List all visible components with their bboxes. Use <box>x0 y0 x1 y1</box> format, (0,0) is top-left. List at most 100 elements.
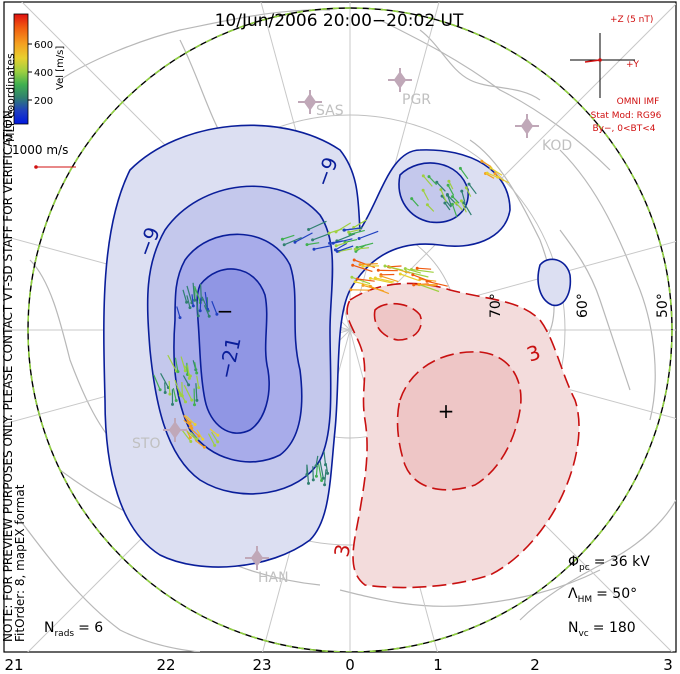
velocity-vector <box>375 277 395 283</box>
velocity-vector-origin <box>307 228 311 231</box>
velocity-vector <box>344 227 361 231</box>
velocity-vector <box>196 375 200 388</box>
velocity-vector <box>200 283 202 300</box>
velocity-vector-origin <box>350 275 354 279</box>
negative-potential-cell <box>103 125 571 567</box>
station-label-sto: STO <box>132 436 160 452</box>
velocity-vector <box>351 276 371 285</box>
velocity-vector-origin <box>314 474 318 478</box>
velocity-vector-origin <box>480 159 484 163</box>
velocity-vector <box>324 469 327 485</box>
velocity-vector <box>380 275 399 283</box>
velocity-vector <box>465 187 472 197</box>
velocity-vector-origin <box>353 247 357 251</box>
velocity-vector-origin <box>188 436 192 440</box>
velocity-vector-origin <box>207 314 211 318</box>
velocity-vector-origin <box>342 228 346 232</box>
velocity-vector-origin <box>178 393 182 397</box>
mlt-label-1: 1 <box>433 656 443 674</box>
velocity-vector-origin <box>335 249 339 253</box>
color-bar-tick-600: 600 <box>34 40 53 51</box>
velocity-vector-origin <box>320 479 324 482</box>
velocity-vector <box>186 431 197 440</box>
velocity-vector-origin <box>460 189 464 193</box>
imf-model: Stat Mod: RG96 <box>591 111 662 121</box>
velocity-vector <box>441 195 452 208</box>
velocity-vector-origin <box>176 370 180 374</box>
velocity-vector-origin <box>280 237 284 241</box>
color-bar-tick-400: 400 <box>34 68 53 79</box>
velocity-vector <box>313 245 332 250</box>
velocity-vector <box>199 297 202 311</box>
velocity-vector-origin <box>446 193 449 197</box>
velocity-vector <box>348 228 362 233</box>
potential-max-marker: + <box>438 399 455 423</box>
velocity-vector <box>183 384 193 401</box>
velocity-vector-origin <box>376 268 380 272</box>
velocity-vector-origin <box>451 195 454 199</box>
velocity-vector <box>358 230 379 240</box>
velocity-vector-origin <box>183 369 187 373</box>
velocity-vector-origin <box>368 276 372 280</box>
station-label-sas: SAS <box>316 103 344 119</box>
velocity-vector-origin <box>450 202 454 206</box>
velocity-vector-origin <box>187 383 191 387</box>
velocity-vector-origin <box>358 263 362 267</box>
velocity-vector-origin <box>355 277 359 281</box>
velocity-vector <box>185 415 196 425</box>
velocity-vector-origin <box>464 186 468 190</box>
velocity-vector <box>203 304 210 317</box>
potential-min-marker: − <box>217 299 234 323</box>
velocity-vector <box>455 202 464 211</box>
velocity-vector-origin <box>443 201 447 205</box>
velocity-vector <box>186 295 191 308</box>
velocity-vector <box>349 229 365 235</box>
station-label-pgr: PGR <box>402 92 431 108</box>
velocity-vector <box>312 466 314 480</box>
hm-boundary-dash <box>27 7 673 652</box>
velocity-vector <box>436 181 446 192</box>
velocity-vector <box>412 274 432 283</box>
imf-z-label: +Z (5 nT) <box>610 15 653 25</box>
velocity-vector-origin <box>185 300 189 304</box>
color-bar-tick-200: 200 <box>34 96 53 107</box>
velocity-vector <box>460 200 467 213</box>
mlt-label-3: 3 <box>663 656 673 674</box>
velocity-vector-origin <box>411 273 415 277</box>
velocity-vector-origin <box>216 440 220 444</box>
velocity-color-bar: 600 400 200 Vel [m/s] <box>13 13 66 125</box>
imf-source: OMNI IMF <box>617 97 660 107</box>
velocity-vector-origin <box>403 267 407 271</box>
velocity-vector-origin <box>201 437 205 441</box>
velocity-vector <box>317 463 323 481</box>
velocity-vector <box>323 451 327 465</box>
velocity-vector-origin <box>398 272 402 276</box>
velocity-vector <box>191 294 194 306</box>
velocity-vector <box>422 189 430 201</box>
velocity-vector-origin <box>361 283 365 287</box>
velocity-vector <box>211 431 219 443</box>
velocity-vector-origin <box>373 276 377 280</box>
velocity-vector-origin <box>328 241 332 245</box>
velocity-vector-origin <box>196 314 200 318</box>
velocity-vector-origin <box>458 166 462 170</box>
velocity-vector-origin <box>493 172 497 176</box>
velocity-vector <box>405 268 421 274</box>
velocity-vector <box>195 440 205 448</box>
velocity-vector-origin <box>193 423 197 426</box>
mlt-label-2: 2 <box>530 656 540 674</box>
velocity-vector <box>195 383 198 401</box>
station-sas: SAS <box>298 90 344 119</box>
velocity-vector <box>447 184 455 196</box>
velocity-vector <box>176 306 181 318</box>
velocity-vector-origin <box>435 180 439 184</box>
velocity-vector <box>338 248 353 252</box>
velocity-vector-origin <box>323 483 327 487</box>
velocity-vector <box>384 265 404 271</box>
positive-contours <box>346 282 580 589</box>
velocity-vector-origin <box>305 473 309 476</box>
color-bar-label: Vel [m/s] <box>55 46 66 90</box>
velocity-vector <box>461 190 466 202</box>
velocity-vector <box>463 202 472 216</box>
